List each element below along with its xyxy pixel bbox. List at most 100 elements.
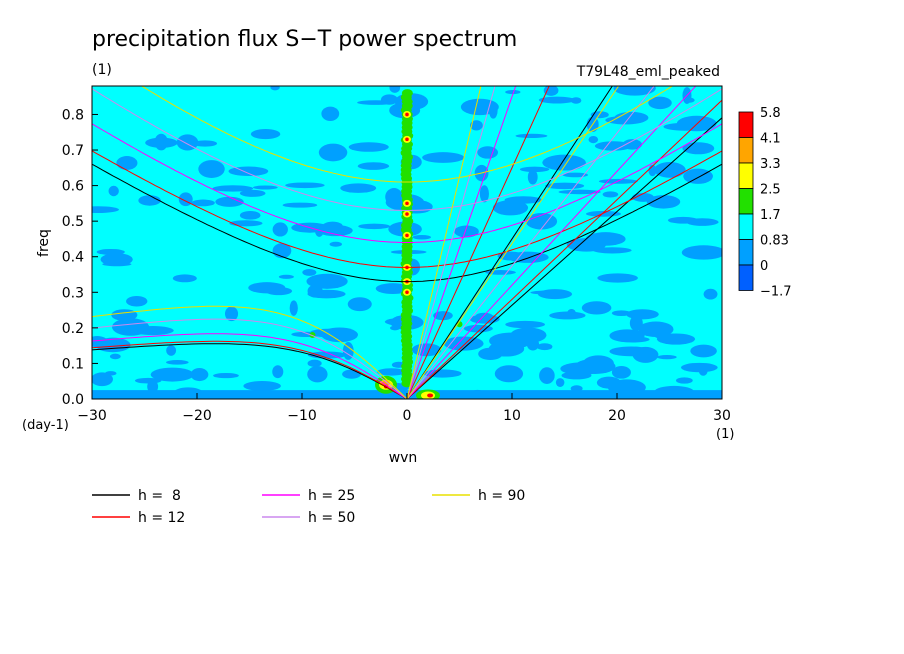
field-patch <box>703 288 718 300</box>
field-patch <box>191 199 215 207</box>
colorbar-label: 1.7 <box>760 208 781 223</box>
field-patch <box>558 189 601 195</box>
ig-curve <box>92 88 722 212</box>
field-patch <box>92 372 113 387</box>
field-patch <box>405 212 409 216</box>
field-patch <box>243 381 281 391</box>
field-patch <box>198 160 225 178</box>
field-patch <box>530 290 570 295</box>
field-patch <box>111 309 138 321</box>
field-patch <box>272 222 288 237</box>
field-patch <box>562 172 589 178</box>
field-patch <box>488 341 525 357</box>
legend-label: h = 8 <box>138 488 181 504</box>
field-patch <box>698 366 708 376</box>
colorbar-label: 5.8 <box>760 106 781 121</box>
colorbar-label: −1.7 <box>760 285 792 300</box>
field-patch <box>265 287 293 296</box>
y-tick-label: 0.7 <box>62 143 84 159</box>
colorbar-label: 2.5 <box>760 183 781 198</box>
field-patch <box>613 86 656 96</box>
field-patch <box>657 354 677 360</box>
y-units-label: (day-1) <box>22 418 69 433</box>
mrg-curve <box>406 86 482 399</box>
field-patch <box>239 210 261 220</box>
field-patch <box>585 210 622 217</box>
x-tick-label: −10 <box>287 408 317 424</box>
mrg-curve <box>406 86 517 399</box>
field-patch <box>302 269 317 276</box>
field-patch <box>646 195 681 209</box>
field-patch <box>667 216 699 224</box>
field-patch <box>570 97 582 104</box>
field-patch <box>505 320 546 329</box>
x-axis-label: wvn <box>389 450 418 466</box>
field-patch <box>358 223 391 230</box>
field-patch <box>252 185 278 190</box>
field-patch <box>405 290 409 295</box>
colorbar: 5.8 4.1 3.3 2.5 1.7 0.83 0 −1.7 <box>738 106 792 300</box>
field-patch <box>348 142 389 152</box>
field-patch <box>638 321 674 337</box>
field-patch <box>405 201 409 206</box>
mrg-curve <box>406 86 613 399</box>
field-patch <box>470 120 483 131</box>
field-patch <box>347 297 372 312</box>
field-patch <box>683 168 713 184</box>
field-patch <box>549 311 586 320</box>
rossby-curve <box>92 333 408 399</box>
field-patch <box>307 359 322 368</box>
field-patch <box>92 206 119 213</box>
field-patch <box>629 315 643 332</box>
field-patch <box>519 166 550 173</box>
field-patch <box>138 195 161 206</box>
y-tick-label: 0.3 <box>62 285 84 301</box>
colorbar-swatch <box>738 162 754 189</box>
y-tick-label: 0.6 <box>62 179 84 195</box>
mrg-curve <box>406 86 496 399</box>
field-patch <box>605 115 646 125</box>
field-patch <box>307 366 328 383</box>
field-patch <box>109 353 121 360</box>
field-patch <box>592 247 632 254</box>
field-patch <box>412 234 431 240</box>
ig-curve <box>92 150 722 268</box>
field-patch <box>405 112 409 117</box>
colorbar-swatch <box>738 188 754 215</box>
field-patch <box>382 379 390 386</box>
field-patch <box>525 213 558 230</box>
colorbar-label: 0.83 <box>760 234 789 249</box>
field-patch <box>212 185 254 192</box>
field-patch <box>609 329 645 343</box>
ig-curve <box>140 86 674 183</box>
field-patch <box>479 185 489 203</box>
field-patch <box>213 372 239 379</box>
legend-label: h = 25 <box>308 488 355 504</box>
field-patch <box>675 377 693 384</box>
field-patch <box>147 379 159 394</box>
field-patch <box>166 360 189 365</box>
field-patch <box>656 333 696 345</box>
field-patch <box>357 162 390 170</box>
dispersion-curves <box>92 86 722 399</box>
field-patch <box>270 86 280 91</box>
field-patch <box>178 192 193 207</box>
field-patch <box>463 324 493 333</box>
field-patch <box>318 143 348 162</box>
field-patch <box>116 156 138 170</box>
kelvin-curve <box>406 86 697 399</box>
field-patch <box>680 362 718 373</box>
field-patch <box>215 196 244 207</box>
field-patch <box>560 362 603 375</box>
field-patch <box>602 191 619 198</box>
field-patch <box>340 183 377 193</box>
colorbar-label: 4.1 <box>760 132 781 147</box>
legend-label: h = 50 <box>308 510 355 526</box>
field-patch <box>648 96 672 110</box>
field-patch <box>611 366 631 379</box>
y-tick-label: 0.8 <box>62 107 84 123</box>
field-patch <box>555 378 565 387</box>
y-tick-label: 0.0 <box>62 392 84 408</box>
x-tick-label: 30 <box>713 408 731 424</box>
field-patch <box>329 241 342 247</box>
